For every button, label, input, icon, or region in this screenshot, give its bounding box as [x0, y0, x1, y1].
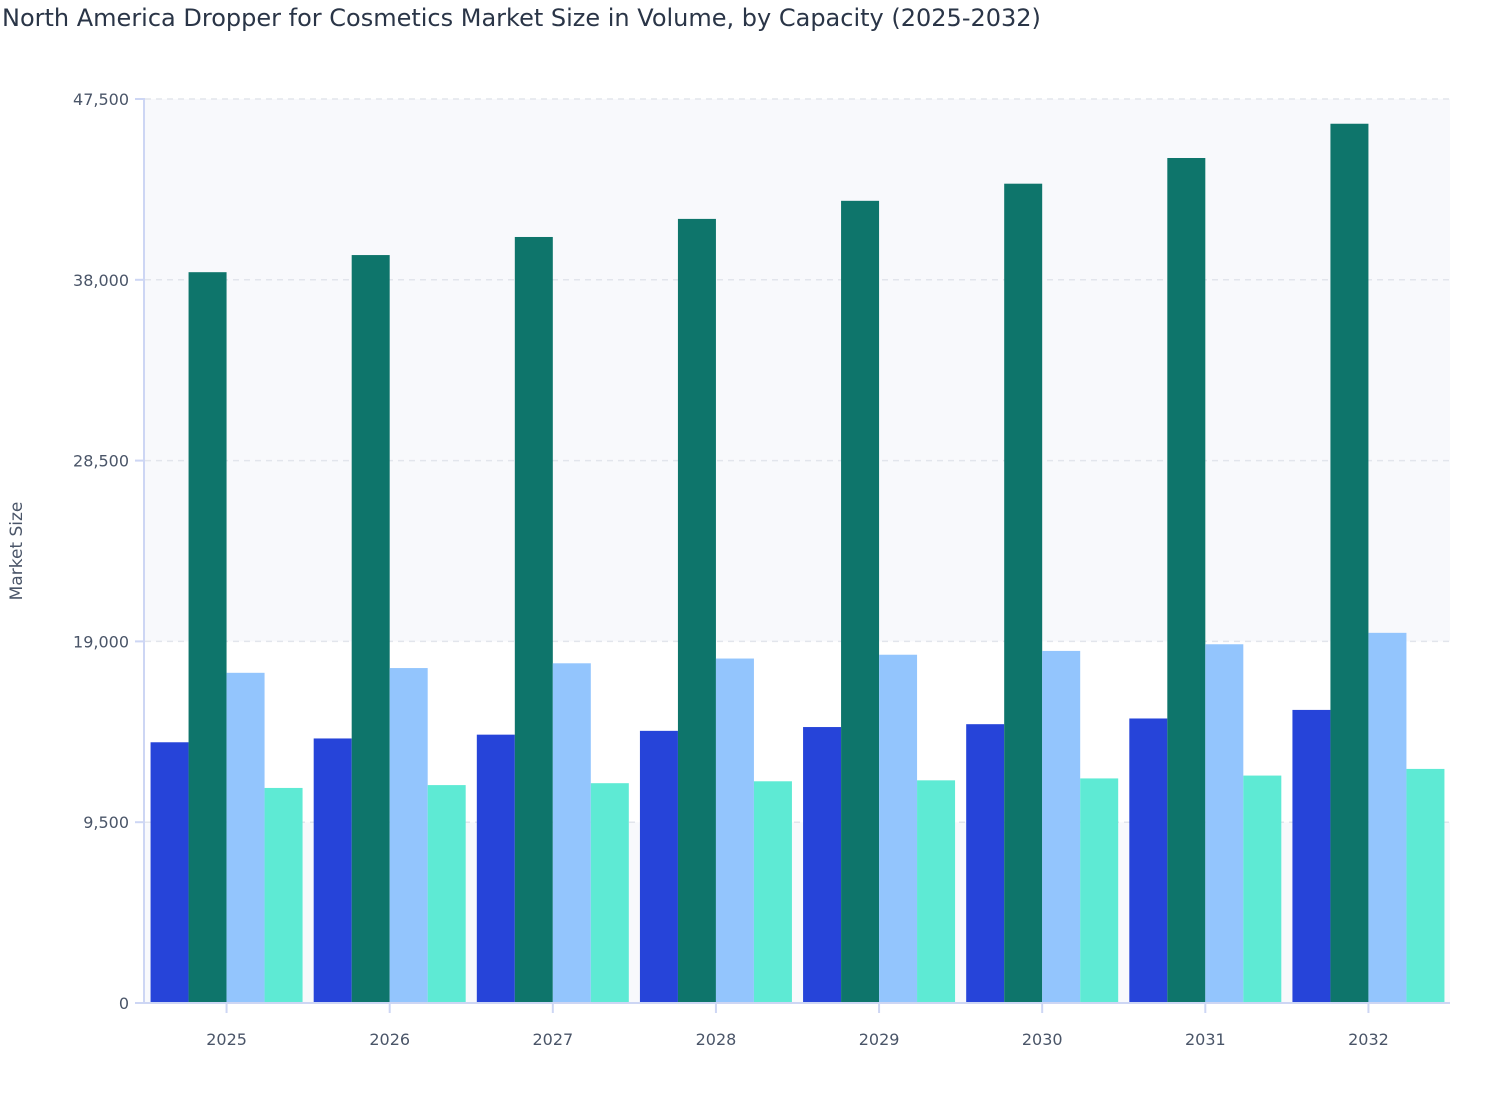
bar-2032-series-3 [1368, 632, 1407, 1003]
bar-2025-series-1 [150, 742, 189, 1003]
bar-2028-series-4 [753, 781, 792, 1003]
bar-2029-series-1 [803, 727, 842, 1003]
bar-2031-series-4 [1243, 775, 1282, 1003]
bar-2030-series-1 [966, 724, 1005, 1003]
y-tick-label: 38,000 [73, 271, 129, 290]
bar-2030-series-3 [1042, 650, 1081, 1003]
y-tick-label: 19,000 [73, 632, 129, 651]
x-tick-label: 2026 [369, 1030, 410, 1049]
x-tick-label: 2028 [696, 1030, 737, 1049]
bar-2032-series-4 [1406, 768, 1445, 1003]
bar-2027-series-3 [552, 663, 591, 1003]
bar-2025-series-2 [188, 272, 227, 1003]
bar-2026-series-1 [313, 738, 352, 1003]
bar-2027-series-2 [514, 236, 553, 1003]
y-tick-label: 9,500 [83, 813, 129, 832]
y-tick-label: 28,500 [73, 452, 129, 471]
bar-2029-series-3 [879, 654, 918, 1003]
bar-2025-series-4 [264, 787, 303, 1003]
x-tick-label: 2031 [1185, 1030, 1226, 1049]
x-tick-label: 2029 [859, 1030, 900, 1049]
bar-2030-series-2 [1004, 183, 1043, 1003]
bar-2026-series-2 [351, 255, 390, 1003]
bar-2027-series-1 [476, 734, 515, 1003]
y-tick-label: 47,500 [73, 90, 129, 109]
bar-2031-series-3 [1205, 644, 1244, 1003]
bar-2028-series-3 [715, 658, 754, 1003]
bar-2032-series-2 [1330, 123, 1369, 1004]
bar-2028-series-2 [677, 218, 716, 1004]
bar-2026-series-4 [427, 785, 466, 1003]
y-tick-label: 0 [119, 994, 129, 1013]
bar-2026-series-3 [389, 668, 428, 1003]
bar-2031-series-1 [1129, 718, 1168, 1003]
bar-2032-series-1 [1292, 709, 1331, 1003]
bar-2030-series-4 [1080, 778, 1119, 1003]
bar-2025-series-3 [226, 672, 265, 1003]
bar-2031-series-2 [1167, 157, 1206, 1003]
plot-background-band [145, 99, 1450, 642]
bar-2029-series-2 [841, 200, 880, 1003]
x-tick-label: 2027 [532, 1030, 573, 1049]
x-tick-label: 2025 [206, 1030, 247, 1049]
chart-title: North America Dropper for Cosmetics Mark… [2, 4, 1041, 32]
y-axis-title: Market Size [7, 502, 27, 601]
x-tick-label: 2030 [1022, 1030, 1063, 1049]
x-tick-label: 2032 [1348, 1030, 1389, 1049]
bar-2027-series-4 [590, 783, 629, 1003]
bar-2028-series-1 [639, 730, 678, 1003]
bar-2029-series-4 [917, 780, 956, 1003]
